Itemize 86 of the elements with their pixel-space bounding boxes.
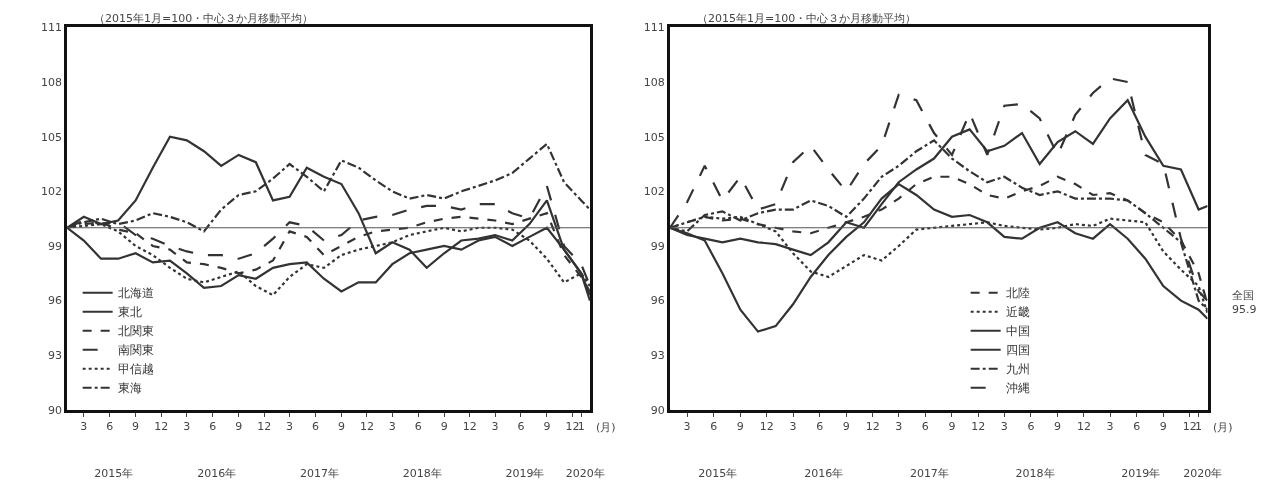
legend-label: 沖縄 <box>1005 381 1030 396</box>
x2-tick-label: 2019年 <box>1121 466 1161 480</box>
x-tick-label: 6 <box>414 420 422 434</box>
x-tick-label: 9 <box>235 420 243 434</box>
x-tick-label: 6 <box>816 420 824 434</box>
x-tick-label: 6 <box>209 420 217 434</box>
x-tick-label: 9 <box>132 420 140 434</box>
x-tick-label: 6 <box>921 420 929 434</box>
legend-label: 南関東 <box>117 343 154 358</box>
x-tick-label: 9 <box>1054 420 1062 434</box>
legend-label: 四国 <box>1005 343 1030 358</box>
x-tick-label: 9 <box>1159 420 1167 434</box>
x-tick-label: 3 <box>183 420 191 434</box>
x-tick-label: 9 <box>842 420 850 434</box>
x2-tick-label: 2016年 <box>804 466 844 480</box>
x-tick-label: 3 <box>491 420 499 434</box>
x-tick-label: 12 <box>462 420 477 434</box>
y-tick-label: 102 <box>41 185 62 199</box>
x-tick-label: 3 <box>895 420 903 434</box>
x2-tick-label: 2015年 <box>698 466 738 480</box>
x-tick-label: 12 <box>257 420 272 434</box>
x-axis-title: (月) <box>1213 421 1233 434</box>
legend-label: 北陸 <box>1005 286 1030 301</box>
y-tick-label: 90 <box>48 403 62 417</box>
legend-label: 北海道 <box>117 286 154 301</box>
legend-label: 甲信越 <box>117 362 154 377</box>
x2-tick-label: 2019年 <box>505 466 545 480</box>
x2-tick-label: 2020年 <box>1183 466 1223 480</box>
x-tick-label: 9 <box>948 420 956 434</box>
x-tick-label: 12 <box>1076 420 1091 434</box>
x-tick-label: 6 <box>311 420 319 434</box>
x-tick-label: 6 <box>1027 420 1035 434</box>
x2-tick-label: 2018年 <box>402 466 442 480</box>
y-tick-label: 111 <box>41 21 62 35</box>
x-tick-label: 6 <box>1133 420 1141 434</box>
y-tick-label: 102 <box>643 185 665 199</box>
y-tick-label: 111 <box>643 21 665 35</box>
chart-subtitle: （2015年1月=100・中心３か月移動平均） <box>94 12 314 25</box>
x-tick-label: 12 <box>759 420 774 434</box>
x-tick-label: 6 <box>106 420 114 434</box>
y-tick-label: 105 <box>643 130 665 144</box>
legend-label: 東海 <box>117 381 142 396</box>
x-tick-label: 9 <box>543 420 551 434</box>
x-tick-label: 12 <box>865 420 880 434</box>
x-tick-label: 9 <box>736 420 744 434</box>
x2-tick-label: 2018年 <box>1015 466 1055 480</box>
x-tick-label: 12 <box>565 420 580 434</box>
x2-tick-label: 2020年 <box>565 466 605 480</box>
legend-label: 近畿 <box>1005 305 1030 320</box>
x-tick-label: 3 <box>388 420 396 434</box>
x-tick-label: 3 <box>1106 420 1114 434</box>
x-tick-label: 1 <box>1195 420 1203 434</box>
x2-tick-label: 2017年 <box>299 466 339 480</box>
chart-subtitle: （2015年1月=100・中心３か月移動平均） <box>697 12 917 25</box>
y-tick-label: 90 <box>650 403 665 417</box>
y-tick-label: 108 <box>41 75 62 89</box>
legend-label: 東北 <box>117 305 142 320</box>
x-tick-label: 9 <box>337 420 345 434</box>
y-tick-label: 93 <box>650 349 665 363</box>
x-tick-label: 12 <box>154 420 169 434</box>
x-axis-title: (月) <box>596 421 616 434</box>
y-tick-label: 99 <box>650 239 665 253</box>
y-tick-label: 96 <box>48 294 62 308</box>
legend-label: 中国 <box>1005 324 1030 339</box>
x-tick-label: 12 <box>360 420 374 434</box>
x2-tick-label: 2015年 <box>94 466 134 480</box>
x-tick-label: 3 <box>286 420 294 434</box>
y-tick-label: 93 <box>48 349 62 363</box>
y-tick-label: 96 <box>650 294 665 308</box>
x-tick-label: 9 <box>440 420 448 434</box>
x-tick-label: 6 <box>710 420 718 434</box>
y-tick-label: 108 <box>643 75 665 89</box>
x2-tick-label: 2016年 <box>197 466 237 480</box>
x-tick-label: 6 <box>517 420 525 434</box>
x2-tick-label: 2017年 <box>909 466 949 480</box>
x-tick-label: 3 <box>80 420 88 434</box>
y-tick-label: 105 <box>41 130 62 144</box>
x-tick-label: 3 <box>683 420 691 434</box>
legend-label: 九州 <box>1005 362 1030 377</box>
annotation: 全国 95.9 <box>1232 289 1257 317</box>
y-tick-label: 99 <box>48 239 62 253</box>
legend-label: 北関東 <box>117 324 154 339</box>
x-tick-label: 12 <box>971 420 986 434</box>
x-tick-label: 12 <box>1182 420 1197 434</box>
x-tick-label: 3 <box>789 420 797 434</box>
x-tick-label: 3 <box>1000 420 1008 434</box>
